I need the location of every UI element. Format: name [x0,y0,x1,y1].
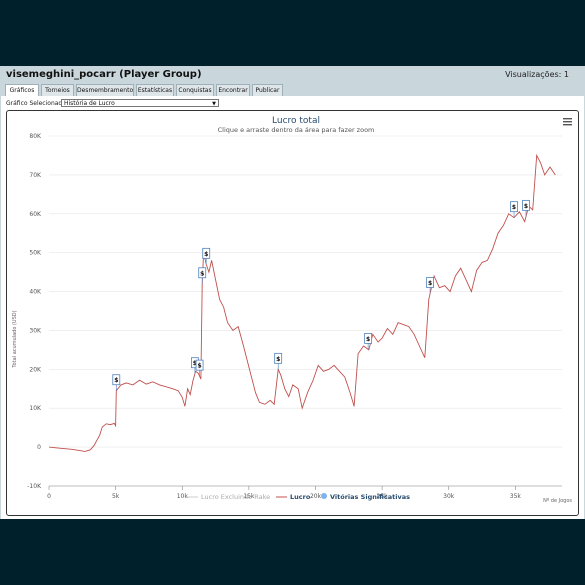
tab-torneios[interactable]: Torneios [41,84,74,96]
x-tick-label: 0 [47,493,51,500]
significant-win-flag[interactable]: $ [112,374,121,391]
chart-select-value: História de Lucro [64,100,115,107]
title-bar: visemeghini_pocarr (Player Group) Visual… [0,66,585,84]
significant-win-flag[interactable]: $ [522,199,530,217]
views-count: Visualizações: 1 [505,70,569,79]
x-tick-label: 25k [377,493,389,500]
content-panel: Gráfico Selecionado: História de Lucro ▼… [1,96,584,519]
significant-win-flag[interactable]: $ [202,247,211,265]
tab-estatisticas[interactable]: Estatísticas [136,84,174,96]
y-tick-label: 80K [29,133,42,140]
significant-win-flag[interactable]: $ [426,277,434,294]
chart-subtitle: Clique e arraste dentro da área para faz… [218,126,375,134]
y-tick-label: -10K [27,483,42,490]
y-tick-label: 40K [29,289,42,296]
y-axis: -10K 0 10K 20K 30K 40K 50K 60K 70K 80K [27,133,42,490]
x-tick-label: 5k [112,493,120,500]
x-axis-label: Nº de Jogos [543,498,572,504]
y-tick-label: 0 [37,444,41,451]
grid-lines [49,135,562,487]
legend-item-rake[interactable]: Lucro Excluindo Rake [201,493,270,501]
significant-wins: $$ $$$$$$$ $ [112,199,530,391]
series-line-lucro [48,153,556,452]
significant-win-flag[interactable]: $ [510,201,518,218]
y-tick-label: 30K [29,327,42,334]
legend-item-lucro[interactable]: Lucro [290,493,311,501]
x-tick-label: 15k [243,493,255,500]
tab-publicar[interactable]: Publicar [252,84,283,96]
svg-text:$: $ [512,204,516,211]
y-tick-label: 10K [29,405,42,412]
y-axis-label: Total acumulado (USD) [12,310,18,368]
profit-chart[interactable]: Lucro total Clique e arraste dentro da á… [7,111,578,515]
x-tick-label: 35k [510,493,522,500]
svg-text:$: $ [204,251,208,258]
chart-container[interactable]: Lucro total Clique e arraste dentro da á… [6,110,579,516]
tab-desmembramento[interactable]: Desmembramento [76,84,134,96]
window-title: visemeghini_pocarr (Player Group) [6,69,202,80]
legend-wins-swatch [321,493,327,499]
significant-win-flag[interactable]: $ [274,352,283,370]
y-tick-label: 60K [29,211,42,218]
svg-text:$: $ [524,203,528,210]
svg-text:$: $ [428,280,432,287]
x-tick-label: 20k [310,493,322,500]
tab-conquistas[interactable]: Conquistas [176,84,214,96]
y-tick-label: 20K [29,366,42,373]
svg-text:$: $ [276,356,280,363]
tab-graficos[interactable]: Gráficos [5,84,39,96]
menu-icon[interactable] [563,118,572,126]
significant-win-flag[interactable]: $ [364,333,373,350]
chart-select[interactable]: História de Lucro ▼ [61,99,219,107]
chevron-down-icon: ▼ [212,101,216,107]
svg-text:$: $ [197,363,201,370]
svg-text:$: $ [200,270,204,277]
y-tick-label: 70K [29,172,42,179]
y-tick-label: 50K [29,250,42,257]
significant-win-flag[interactable]: $ [195,359,204,377]
svg-text:$: $ [114,377,118,384]
app-window: visemeghini_pocarr (Player Group) Visual… [0,66,585,519]
svg-text:$: $ [193,360,197,367]
tab-encontrar[interactable]: Encontrar [216,84,250,96]
x-tick-label: 30k [443,493,455,500]
significant-win-flag[interactable]: $ [198,267,207,284]
svg-text:$: $ [366,336,370,343]
legend-item-wins[interactable]: Vitórias Significativas [330,493,410,501]
x-tick-label: 10k [177,493,189,500]
chart-selector-label: Gráfico Selecionado: [6,100,68,107]
x-axis: 0 5k 10k 15k 20k 25k 30k 35k [47,485,562,500]
legend: Lucro Excluindo Rake Lucro Vitórias Sign… [187,493,410,501]
chart-title: Lucro total [272,116,320,126]
